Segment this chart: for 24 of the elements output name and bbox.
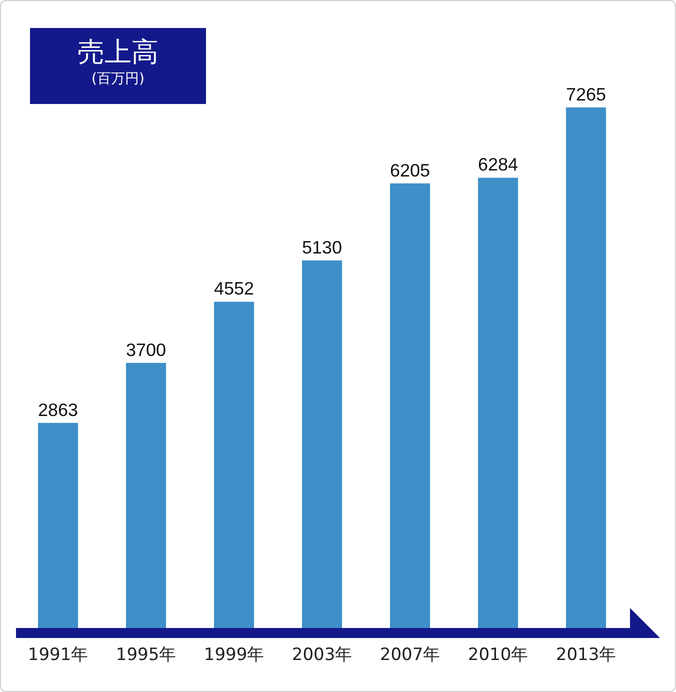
chart-subtitle: (百万円)	[90, 70, 146, 88]
data-label: 6284	[478, 154, 518, 175]
bar	[478, 178, 518, 628]
title-panel: 売上高 (百万円)	[30, 28, 206, 104]
data-label: 6205	[390, 160, 430, 180]
bar	[38, 422, 78, 628]
chart-title: 売上高	[76, 36, 160, 70]
x-tick-label: 2003年	[292, 645, 352, 665]
x-tick-label: 1999年	[204, 645, 264, 665]
data-label: 7265	[566, 84, 606, 104]
data-label: 4552	[214, 278, 254, 299]
bar	[214, 302, 254, 628]
bar	[390, 183, 430, 628]
data-label: 2863	[38, 400, 78, 420]
x-tick-label: 2013年	[556, 645, 616, 665]
x-tick-label: 1995年	[116, 645, 176, 665]
data-label: 3700	[126, 340, 166, 360]
data-label: 5130	[302, 237, 342, 258]
x-tick-label: 2010年	[468, 645, 528, 665]
bar	[302, 260, 342, 628]
x-tick-label: 1991年	[28, 645, 88, 665]
bar	[126, 362, 166, 628]
x-tick-label: 2007年	[380, 645, 440, 665]
bar	[566, 107, 606, 628]
